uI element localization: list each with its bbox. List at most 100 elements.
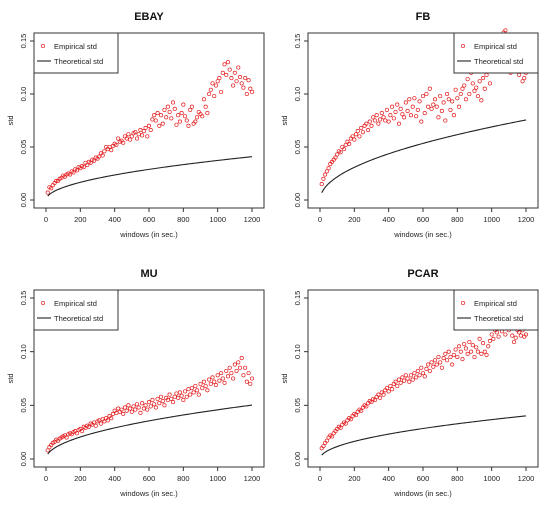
x-tick-label: 800 (177, 474, 190, 483)
empirical-std-point (438, 94, 443, 99)
empirical-std-point (162, 107, 167, 112)
empirical-std-point (138, 410, 143, 415)
legend-box (453, 32, 539, 74)
empirical-std-point (210, 81, 215, 86)
empirical-std-point (231, 376, 236, 381)
empirical-std-point (444, 358, 450, 363)
empirical-std-point (439, 365, 444, 370)
empirical-std-point (246, 371, 251, 376)
empirical-std-point (172, 106, 177, 111)
empirical-std-point (177, 119, 182, 124)
empirical-std-point (225, 60, 231, 65)
empirical-std-point (364, 121, 369, 126)
empirical-std-point (426, 362, 431, 367)
empirical-std-point (477, 79, 482, 84)
empirical-std-point (427, 86, 432, 91)
empirical-std-point (407, 97, 412, 102)
empirical-std-point (201, 379, 206, 384)
empirical-std-point (213, 83, 219, 88)
empirical-std-point (241, 85, 246, 90)
empirical-std-point (67, 172, 73, 177)
empirical-std-point (511, 339, 517, 345)
legend-box (453, 289, 539, 331)
empirical-std-point (481, 341, 486, 346)
y-tick-label: 0.00 (293, 452, 302, 467)
empirical-std-point (431, 364, 436, 369)
empirical-std-point (383, 118, 388, 123)
empirical-std-point (184, 118, 189, 123)
empirical-std-point (54, 178, 59, 183)
empirical-std-point (510, 333, 515, 338)
empirical-std-point (183, 389, 188, 394)
empirical-std-point (381, 115, 386, 120)
empirical-std-point (503, 332, 508, 337)
x-tick-label: 200 (348, 474, 361, 483)
x-tick-label: 0 (44, 474, 48, 483)
empirical-std-point (465, 77, 470, 82)
empirical-std-point (232, 70, 237, 75)
empirical-std-point (429, 106, 434, 111)
x-tick-label: 200 (74, 474, 87, 483)
empirical-std-point (390, 387, 395, 392)
y-tick-label: 0.15 (293, 34, 302, 49)
empirical-std-point (338, 425, 343, 430)
empirical-std-point (160, 398, 165, 404)
empirical-std-point (388, 113, 393, 118)
y-tick-label: 0.00 (19, 193, 28, 208)
empirical-std-point (222, 380, 227, 385)
empirical-std-point (124, 408, 129, 413)
empirical-std-point (176, 113, 181, 118)
empirical-std-point (129, 409, 134, 414)
empirical-std-point (396, 121, 402, 126)
empirical-std-point (341, 147, 347, 152)
empirical-std-point (395, 102, 400, 107)
empirical-std-point (150, 397, 155, 403)
empirical-std-point (145, 134, 150, 139)
empirical-std-point (369, 123, 374, 128)
legend-label: Empirical std (474, 42, 517, 51)
empirical-std-point (210, 375, 215, 380)
empirical-std-point (359, 125, 364, 130)
legend-label: Empirical std (474, 299, 517, 308)
empirical-std-point (415, 368, 420, 374)
empirical-std-point (186, 123, 191, 128)
empirical-std-point (408, 113, 414, 118)
x-tick-label: 200 (74, 215, 87, 224)
y-axis-label: std (280, 373, 289, 383)
empirical-std-point (469, 349, 474, 354)
empirical-std-point (157, 123, 162, 128)
empirical-std-point (195, 115, 200, 120)
empirical-std-point (85, 162, 90, 168)
empirical-std-point (384, 107, 390, 112)
empirical-std-point (400, 375, 405, 380)
empirical-std-point (189, 386, 194, 391)
empirical-std-point (324, 438, 329, 443)
empirical-std-point (109, 416, 114, 421)
empirical-std-point (239, 81, 244, 86)
empirical-std-point (391, 116, 396, 121)
empirical-std-point (145, 407, 150, 412)
y-tick-label: 0.15 (19, 34, 28, 49)
empirical-std-point (518, 333, 523, 338)
empirical-std-point (403, 100, 408, 105)
empirical-std-point (481, 76, 486, 81)
empirical-std-point (463, 346, 468, 351)
empirical-std-point (482, 349, 487, 354)
empirical-std-point (496, 334, 501, 339)
empirical-std-point (193, 383, 198, 389)
empirical-std-point (431, 102, 436, 107)
empirical-std-point (155, 111, 160, 116)
x-tick-label: 0 (318, 215, 322, 224)
legend: Empirical std Theoretical std (453, 289, 539, 331)
theoretical-std-line (321, 415, 527, 456)
legend-label: Empirical std (54, 42, 97, 51)
empirical-std-point (184, 394, 189, 399)
empirical-std-point (246, 78, 251, 83)
empirical-std-point (455, 354, 460, 360)
empirical-std-point (372, 397, 377, 403)
x-tick-label: 1200 (518, 474, 535, 483)
empirical-std-point (126, 403, 131, 408)
empirical-std-point (470, 81, 475, 86)
empirical-std-point (417, 99, 422, 104)
